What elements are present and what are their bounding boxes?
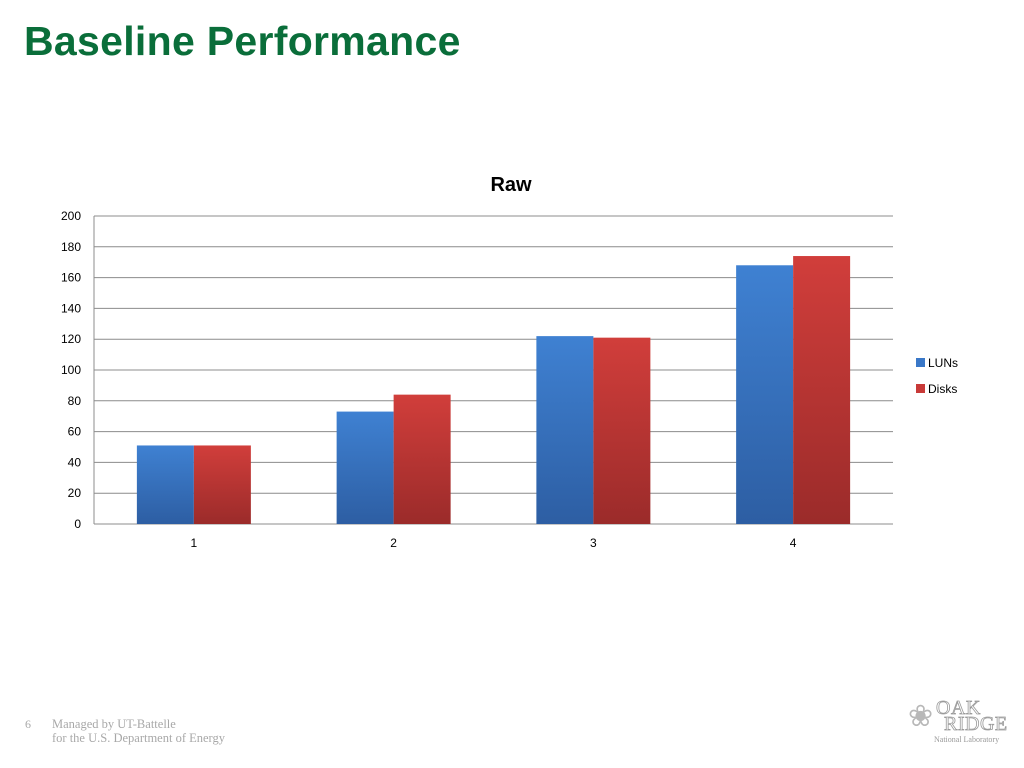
x-tick-label: 3 (590, 536, 597, 550)
footer-text: Managed by UT-Battelle for the U.S. Depa… (52, 717, 225, 745)
bar-disks-3 (593, 337, 651, 524)
x-tick-label: 2 (390, 536, 397, 550)
y-tick-label: 200 (61, 209, 81, 223)
logo-line-2: RIDGE (944, 713, 1008, 735)
x-tick-label: 1 (191, 536, 198, 550)
slide-number: 6 (25, 717, 31, 731)
y-tick-label: 140 (61, 301, 81, 315)
y-tick-label: 40 (68, 455, 82, 469)
bar-disks-1 (193, 445, 251, 524)
bar-chart: Raw 0 20 40 60 80 100 120 140 160 180 200 1 2 3 4 LUNs… (61, 174, 958, 550)
slide-title: Baseline Performance (24, 18, 461, 64)
bar-disks-2 (393, 394, 451, 524)
y-tick-label: 180 (61, 240, 81, 254)
bar-luns-1 (136, 445, 194, 524)
logo-line-3: National Laboratory (934, 735, 1000, 744)
y-tick-label: 100 (61, 363, 81, 377)
legend-label-disks: Disks (928, 382, 957, 396)
tree-icon: ❀ (908, 700, 934, 733)
y-tick-label: 20 (68, 486, 82, 500)
bar-disks-4 (793, 256, 851, 524)
legend-label-luns: LUNs (928, 356, 958, 370)
bar-luns-2 (336, 411, 394, 524)
chart-title: Raw (490, 174, 532, 196)
x-tick-label: 4 (790, 536, 797, 550)
y-tick-label: 120 (61, 332, 81, 346)
chart: Raw 0 20 40 60 80 100 120 140 160 180 200 1 2 3 4 LUNs… (0, 160, 1024, 560)
bar-luns-4 (736, 265, 794, 524)
legend-swatch-luns (916, 358, 925, 367)
footer-line-1: Managed by UT-Battelle (52, 717, 176, 731)
ornl-logo: ❀ OAK RIDGE National Laboratory (908, 697, 1008, 748)
bar-luns-3 (536, 336, 594, 524)
y-tick-label: 0 (74, 517, 81, 531)
footer-line-2: for the U.S. Department of Energy (52, 731, 225, 745)
legend-swatch-disks (916, 384, 925, 393)
y-tick-label: 60 (68, 425, 82, 439)
y-tick-label: 80 (68, 394, 82, 408)
y-tick-label: 160 (61, 271, 81, 285)
logo-line-1: OAK (936, 697, 981, 719)
